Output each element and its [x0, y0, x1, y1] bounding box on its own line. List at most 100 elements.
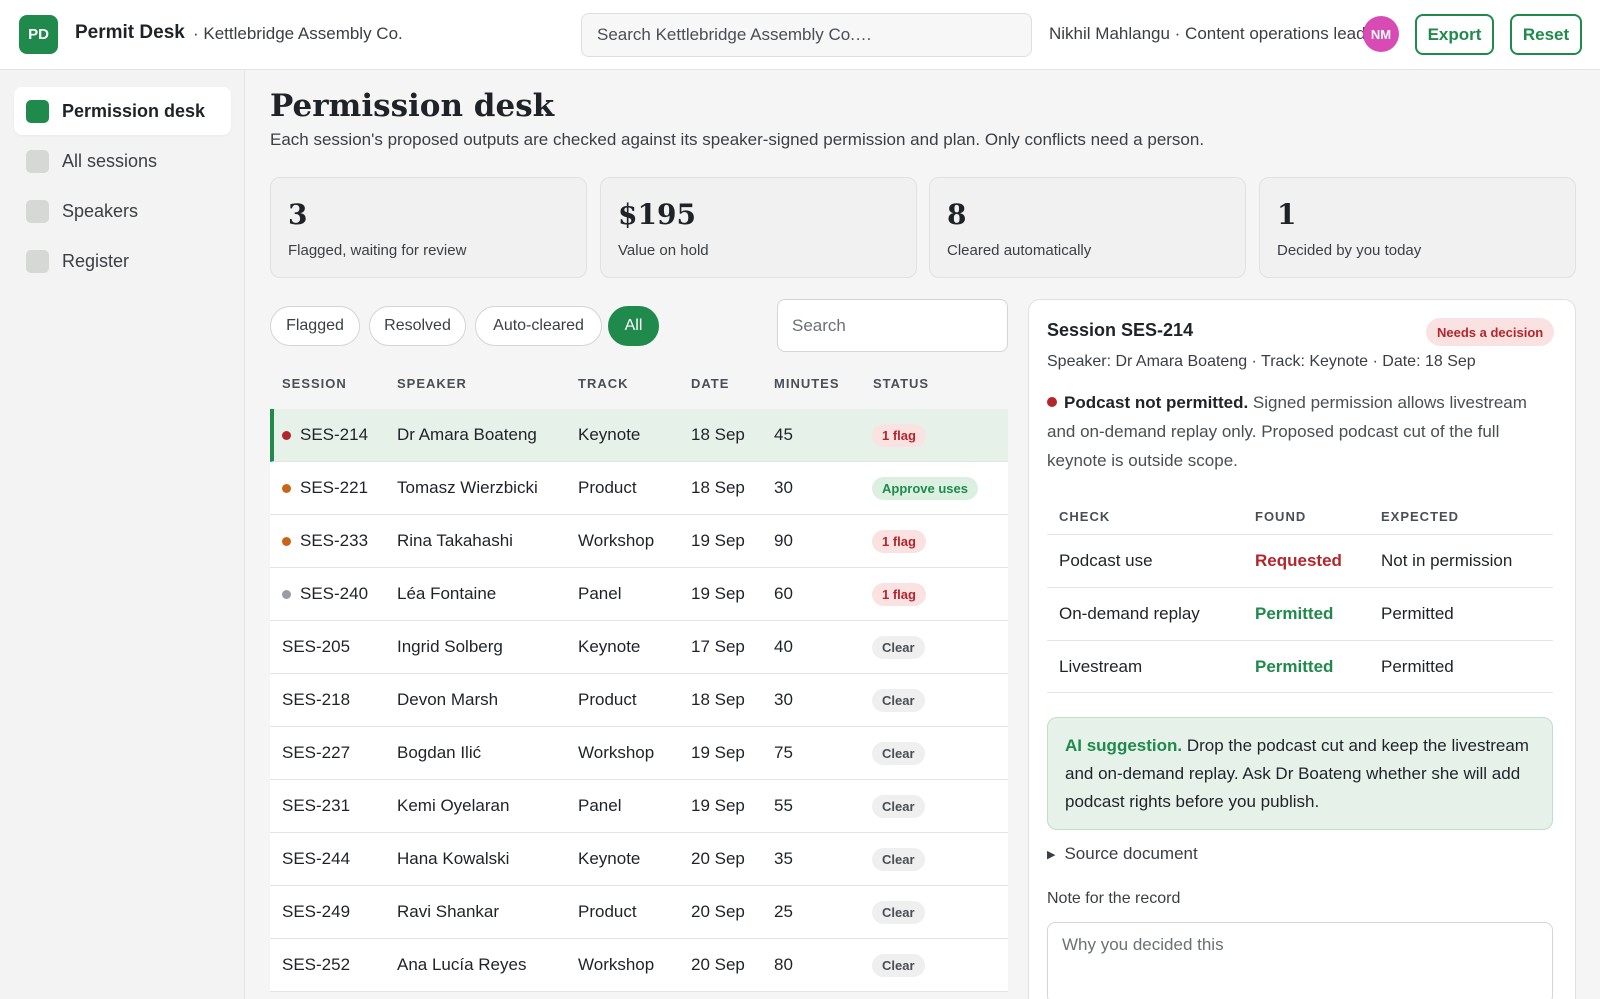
avatar[interactable]: NM: [1363, 16, 1399, 52]
nav-square-icon: [26, 99, 49, 123]
export-button[interactable]: Export: [1415, 14, 1494, 55]
table-row[interactable]: SES-214 Dr Amara Boateng Keynote 18 Sep 45 1 …: [270, 409, 1008, 462]
cell-speaker: Dr Amara Boateng: [397, 425, 537, 444]
cell-date: 19 Sep: [691, 584, 745, 603]
cell-speaker: Hana Kowalski: [397, 849, 510, 868]
table-row[interactable]: SES-205 Ingrid Solberg Keynote 17 Sep 40 Clea…: [270, 621, 1008, 674]
status-badge: Clear: [872, 847, 925, 871]
source-document-label: Source document: [1064, 844, 1198, 863]
status-badge: Approve uses: [872, 476, 978, 500]
column-header-minutes[interactable]: MINUTES: [774, 376, 840, 391]
filter-all[interactable]: All: [608, 306, 659, 346]
global-search-input[interactable]: Search Kettlebridge Assembly Co.…: [581, 13, 1032, 57]
status-badge: 1 flag: [872, 423, 926, 447]
sidebar-item-permission-desk[interactable]: Permission desk: [14, 87, 231, 135]
user-info: Nikhil Mahlangu · Content operations lea…: [1049, 24, 1366, 43]
check-row: Livestream Permitted Permitted: [1047, 640, 1553, 693]
issue-summary: Podcast not permitted. Signed permission…: [1047, 388, 1547, 475]
cell-status: Clear: [872, 939, 925, 991]
table-row[interactable]: SES-218 Devon Marsh Product 18 Sep 30 Clear: [270, 674, 1008, 727]
expected-column-header: EXPECTED: [1381, 509, 1460, 524]
cell-track: Workshop: [578, 743, 655, 762]
cell-minutes: 45: [774, 425, 793, 444]
filter-auto-cleared[interactable]: Auto-cleared: [475, 306, 602, 346]
sidebar-item-all-sessions[interactable]: All sessions: [14, 137, 231, 185]
session-id: SES-227: [282, 743, 351, 762]
session-id: SES-221: [300, 478, 369, 497]
cell-speaker: Ingrid Solberg: [397, 637, 503, 656]
cell-track: Panel: [578, 584, 622, 603]
reset-button[interactable]: Reset: [1510, 14, 1582, 55]
column-header-session[interactable]: SESSION: [282, 376, 347, 391]
table-row[interactable]: SES-244 Hana Kowalski Keynote 20 Sep 35 Clear: [270, 833, 1008, 886]
cell-status: Clear: [872, 674, 925, 726]
check-name: Podcast use: [1059, 551, 1153, 570]
stat-label: Decided by you today: [1277, 242, 1422, 259]
table-row[interactable]: SES-227 Bogdan Ilić Workshop 19 Sep 75 Clear: [270, 727, 1008, 780]
note-textarea[interactable]: Why you decided this: [1047, 922, 1553, 999]
cell-session: SES-249: [282, 886, 350, 938]
stat-value: 3: [288, 198, 308, 231]
check-row: Podcast use Requested Not in permission: [1047, 534, 1553, 587]
cell-minutes: 80: [774, 955, 793, 974]
triangle-right-icon: ▶: [1047, 848, 1056, 861]
app-name: Permit Desk: [75, 22, 185, 43]
column-header-date[interactable]: DATE: [691, 376, 730, 391]
cell-speaker: Bogdan Ilić: [397, 743, 482, 762]
cell-status: Approve uses: [872, 462, 978, 514]
table-row[interactable]: SES-249 Ravi Shankar Product 20 Sep 25 Clear: [270, 886, 1008, 939]
detail-meta: Speaker: Dr Amara Boateng · Track: Keyno…: [1047, 353, 1476, 370]
cell-date: 19 Sep: [691, 531, 745, 550]
status-badge: Clear: [872, 794, 925, 818]
column-header-status[interactable]: STATUS: [873, 376, 930, 391]
table-row[interactable]: SES-252 Ana Lucía Reyes Workshop 20 Sep 80 Cl…: [270, 939, 1008, 992]
table-row[interactable]: SES-221 Tomasz Wierzbicki Product 18 Sep 30 A…: [270, 462, 1008, 515]
check-found: Permitted: [1255, 657, 1334, 676]
stat-card-flagged: 3 Flagged, waiting for review: [270, 177, 587, 278]
cell-session: SES-227: [282, 727, 350, 779]
cell-session: SES-214: [282, 409, 368, 461]
cell-session: SES-252: [282, 939, 350, 991]
cell-session: SES-218: [282, 674, 350, 726]
sidebar-item-register[interactable]: Register: [14, 237, 231, 285]
alert-dot-icon: [1047, 397, 1057, 407]
sidebar-item-label: Permission desk: [62, 100, 206, 121]
cell-date: 20 Sep: [691, 955, 745, 974]
session-id: SES-205: [282, 637, 351, 656]
table-row[interactable]: SES-231 Kemi Oyelaran Panel 19 Sep 55 Clear: [270, 780, 1008, 833]
cell-session: SES-244: [282, 833, 350, 885]
issue-headline: Podcast not permitted.: [1064, 393, 1249, 412]
table-row[interactable]: SES-240 Léa Fontaine Panel 19 Sep 60 1 flag: [270, 568, 1008, 621]
check-found: Permitted: [1255, 604, 1334, 623]
cell-status: 1 flag: [872, 568, 926, 620]
cell-minutes: 25: [774, 902, 793, 921]
sidebar-item-label: Speakers: [62, 200, 139, 221]
cell-track: Keynote: [578, 425, 641, 444]
ai-suggestion: AI suggestion. Drop the podcast cut and …: [1047, 717, 1553, 830]
status-badge: Clear: [872, 635, 925, 659]
filter-resolved[interactable]: Resolved: [369, 306, 466, 346]
cell-session: SES-240: [282, 568, 368, 620]
column-header-speaker[interactable]: SPEAKER: [397, 376, 467, 391]
org-name: · Kettlebridge Assembly Co.: [193, 24, 403, 43]
cell-status: Clear: [872, 886, 925, 938]
check-expected: Permitted: [1381, 657, 1454, 676]
cell-track: Workshop: [578, 955, 655, 974]
cell-speaker: Ravi Shankar: [397, 902, 500, 921]
table-row[interactable]: SES-233 Rina Takahashi Workshop 19 Sep 90 1 f…: [270, 515, 1008, 568]
cell-track: Product: [578, 902, 637, 921]
cell-date: 19 Sep: [691, 743, 745, 762]
sidebar-item-speakers[interactable]: Speakers: [14, 187, 231, 235]
cell-date: 20 Sep: [691, 849, 745, 868]
filter-flagged[interactable]: Flagged: [270, 306, 360, 346]
cell-status: Clear: [872, 727, 925, 779]
session-id: SES-249: [282, 902, 351, 921]
status-dot-icon: [282, 430, 291, 440]
table-search-input[interactable]: Search: [777, 299, 1008, 352]
stat-label: Cleared automatically: [947, 242, 1092, 259]
source-document-toggle[interactable]: ▶ Source document: [1047, 844, 1198, 864]
cell-session: SES-231: [282, 780, 350, 832]
sidebar: Permission desk All sessions Speakers Re…: [0, 70, 245, 999]
cell-status: Clear: [872, 780, 925, 832]
column-header-track[interactable]: TRACK: [578, 376, 629, 391]
